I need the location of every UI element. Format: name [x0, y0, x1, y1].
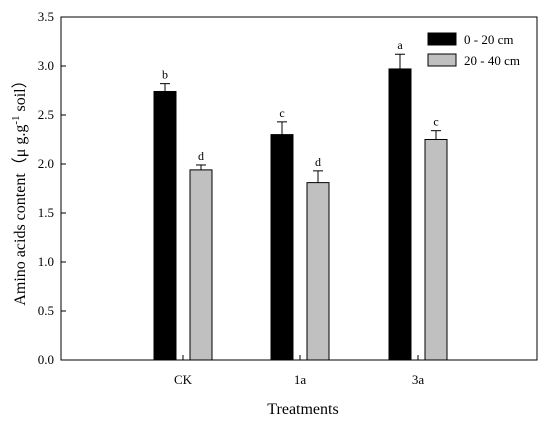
x-tick-label: 1a — [294, 372, 307, 387]
y-tick-label: 3.5 — [38, 9, 54, 24]
legend-label: 20 - 40 cm — [464, 53, 520, 68]
y-axis-title-end: soil） — [11, 72, 29, 115]
y-tick-label: 3.0 — [38, 58, 54, 73]
significance-letter: d — [315, 155, 321, 169]
x-tick-label: CK — [174, 372, 193, 387]
bar-deep-3a — [424, 139, 448, 361]
significance-letter: a — [397, 38, 403, 52]
x-axis-title: Treatments — [267, 401, 338, 418]
x-tick-label: 3a — [412, 372, 425, 387]
y-tick-label: 1.5 — [38, 205, 54, 220]
bar-shallow-3a — [388, 68, 412, 361]
legend-label: 0 - 20 cm — [464, 32, 513, 47]
legend: 0 - 20 cm 20 - 40 cm — [427, 32, 520, 68]
x-axis: CK 1a 3a — [174, 355, 424, 387]
bars-group: b d c d a c — [153, 38, 448, 361]
legend-swatch — [427, 53, 457, 67]
bar-shallow-1a — [270, 134, 294, 361]
y-tick-label: 2.5 — [38, 107, 54, 122]
legend-swatch — [427, 32, 457, 46]
y-tick-label: 2.0 — [38, 156, 54, 171]
significance-letter: b — [162, 68, 168, 82]
bar-deep-CK — [189, 169, 213, 361]
significance-letter: c — [279, 106, 284, 120]
y-axis-title-superscript: -1 — [10, 115, 22, 124]
y-axis: 0.0 0.5 1.0 1.5 2.0 2.5 3.0 3.5 — [38, 9, 66, 367]
significance-letter: c — [433, 115, 438, 129]
bar-deep-1a — [306, 182, 330, 361]
y-axis-title: Amino acids content（μ g.g-1 soil） — [10, 72, 29, 305]
y-tick-label: 1.0 — [38, 254, 54, 269]
y-tick-label: 0.0 — [38, 352, 54, 367]
y-axis-title-main: Amino acids content（μ g.g — [11, 125, 29, 306]
significance-letter: d — [198, 149, 204, 163]
y-tick-label: 0.5 — [38, 303, 54, 318]
bar-shallow-CK — [153, 90, 177, 361]
plot-frame — [60, 16, 538, 361]
